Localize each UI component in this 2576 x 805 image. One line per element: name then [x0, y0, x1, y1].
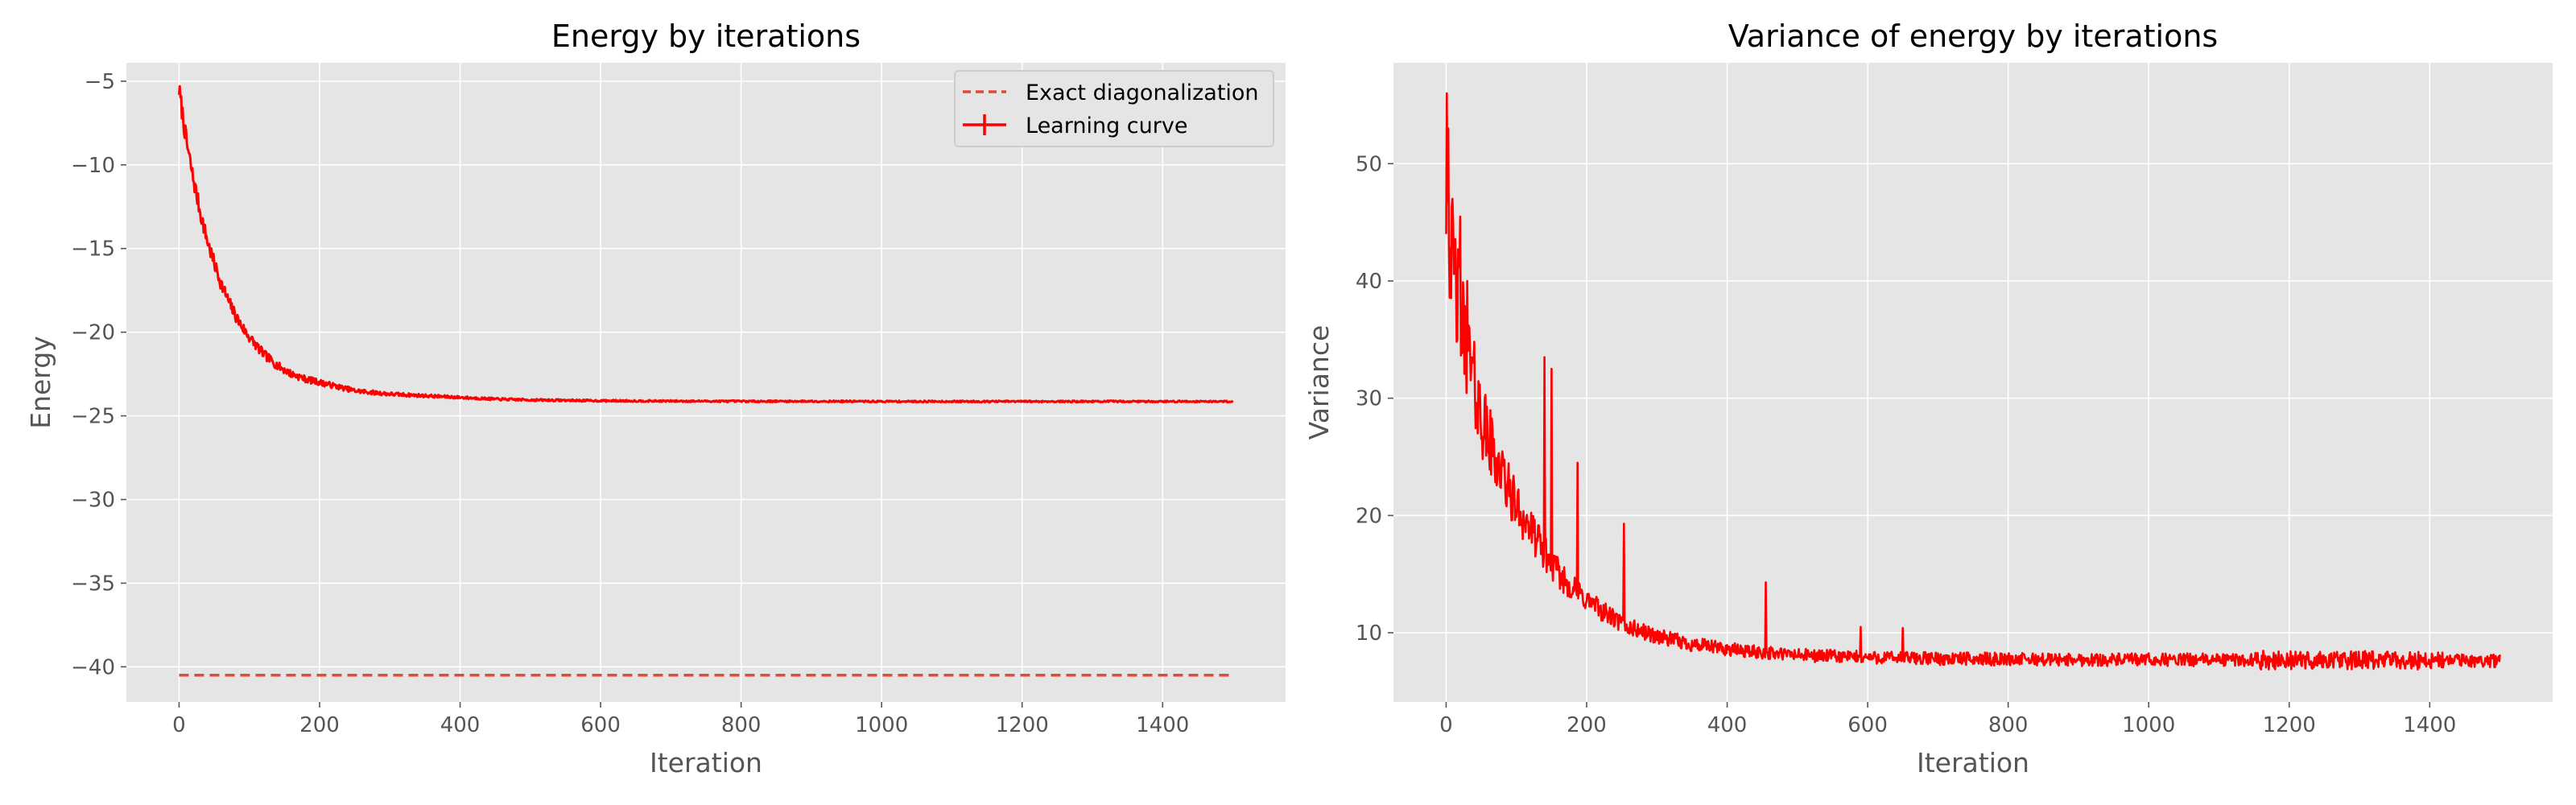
- energy-y-tick-label: −25: [71, 405, 115, 429]
- variance-x-tick-label: 1200: [2263, 713, 2316, 737]
- energy-y-tick-label: −5: [85, 70, 115, 94]
- variance-x-tick-label: 0: [1439, 713, 1453, 737]
- variance-y-tick-label: 20: [1356, 504, 1382, 528]
- variance-plot-area: [1393, 63, 2553, 702]
- energy-x-tick-label: 600: [580, 713, 621, 737]
- energy-x-ticks: 0 200 400 600 800 1000 1200 1400: [172, 702, 1189, 737]
- energy-y-axis-label: Energy: [25, 336, 56, 429]
- energy-y-tick-label: −20: [71, 321, 115, 345]
- variance-y-tick-label: 50: [1356, 152, 1382, 176]
- variance-y-axis-label: Variance: [1303, 325, 1335, 440]
- energy-learning-curve: [178, 85, 1234, 404]
- learning-curve-line: [178, 85, 1234, 404]
- variance-x-tick-label: 1000: [2122, 713, 2175, 737]
- energy-chart: 0 200 400 600 800 1000 1200 1400 −40 −35 −30 −25 −2…: [25, 19, 1286, 778]
- variance-x-tick-label: 200: [1567, 713, 1607, 737]
- variance-grid: [1393, 63, 2553, 702]
- energy-y-tick-label: −15: [71, 237, 115, 262]
- variance-curve: [1445, 92, 2501, 671]
- variance-x-ticks: 0 200 400 600 800 1000 1200 1400: [1439, 702, 2456, 737]
- energy-chart-title: Energy by iterations: [551, 19, 861, 54]
- variance-x-axis-label: Iteration: [1917, 747, 2029, 778]
- variance-y-tick-label: 10: [1356, 621, 1382, 646]
- legend-curve-label: Learning curve: [1026, 114, 1187, 138]
- energy-grid: [126, 63, 1286, 702]
- energy-legend-box: [954, 70, 1274, 147]
- variance-x-tick-label: 800: [1988, 713, 2029, 737]
- energy-x-tick-label: 1400: [1136, 713, 1189, 737]
- energy-y-tick-label: −40: [71, 655, 115, 679]
- variance-chart: 0 200 400 600 800 1000 1200 1400 10 20 30 40 50 Var…: [1303, 19, 2553, 778]
- energy-x-axis-label: Iteration: [650, 747, 762, 778]
- variance-y-tick-label: 40: [1356, 270, 1382, 294]
- energy-x-tick-label: 400: [440, 713, 481, 737]
- energy-x-tick-label: 1000: [855, 713, 908, 737]
- energy-y-tick-label: −10: [71, 154, 115, 178]
- energy-x-tick-label: 200: [299, 713, 340, 737]
- variance-x-tick-label: 600: [1847, 713, 1888, 737]
- variance-x-tick-label: 400: [1707, 713, 1748, 737]
- energy-x-tick-label: 1200: [996, 713, 1049, 737]
- variance-y-tick-label: 30: [1356, 387, 1382, 411]
- energy-y-tick-label: −35: [71, 572, 115, 596]
- energy-legend: Exact diagonalization Learning curve: [954, 70, 1274, 147]
- variance-y-ticks: 10 20 30 40 50: [1356, 152, 1393, 646]
- energy-x-tick-label: 800: [721, 713, 762, 737]
- legend-exact-label: Exact diagonalization: [1026, 80, 1259, 105]
- variance-x-tick-label: 1400: [2403, 713, 2456, 737]
- energy-y-ticks: −40 −35 −30 −25 −20 −15 −10 −5: [71, 70, 126, 679]
- energy-x-tick-label: 0: [172, 713, 186, 737]
- variance-chart-title: Variance of energy by iterations: [1728, 19, 2218, 54]
- energy-plot-area: [126, 63, 1286, 702]
- variance-line: [1445, 92, 2501, 671]
- energy-y-tick-label: −30: [71, 488, 115, 512]
